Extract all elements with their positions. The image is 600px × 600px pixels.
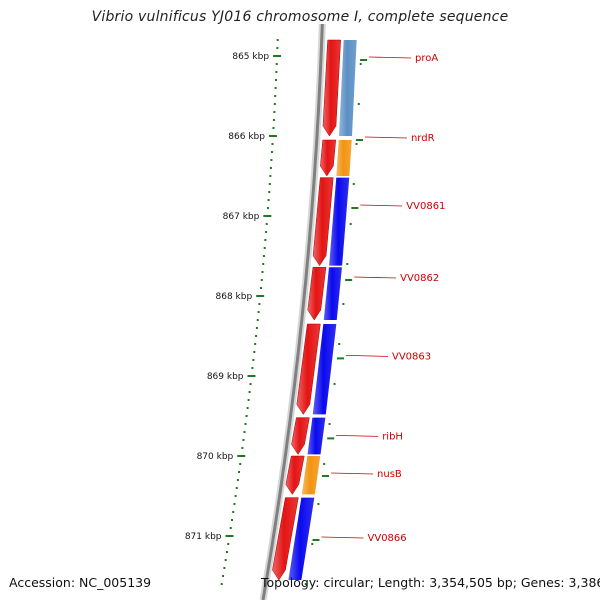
backbone-line <box>261 23 324 600</box>
tick-label: 866 kbp <box>228 132 265 142</box>
gene-label-ribh[interactable]: ribH <box>382 431 403 442</box>
forward-arrow <box>320 139 337 177</box>
forward-strand <box>272 39 341 581</box>
label-leader <box>331 472 374 475</box>
gene-vv0866[interactable] <box>288 497 315 580</box>
tick-label: 868 kbp <box>216 292 253 302</box>
gene-label-vv0866[interactable]: VV0866 <box>368 533 407 544</box>
forward-arrow <box>312 177 334 267</box>
gene-features <box>288 40 368 585</box>
tick-label: 867 kbp <box>223 212 260 222</box>
forward-arrow <box>291 417 310 455</box>
tick-label: 865 kbp <box>232 52 269 62</box>
forward-arrow <box>322 39 341 137</box>
gene-label-proa[interactable]: proA <box>415 53 438 64</box>
tick-label: 870 kbp <box>197 452 234 462</box>
label-leader <box>345 355 389 357</box>
topology-text: Topology: circular; Length: 3,354,505 bp… <box>261 575 600 590</box>
forward-arrow <box>307 266 327 321</box>
label-leader <box>369 56 412 59</box>
label-leader <box>321 536 364 539</box>
label-leader <box>336 435 379 437</box>
accession-text: Accession: NC_005139 <box>9 575 152 590</box>
gene-label-nusb[interactable]: nusB <box>377 469 402 480</box>
gene-labels: proA nrdR VV0861 VV0862 VV0863 ribH nusB VV0866 <box>321 53 445 544</box>
gene-label-vv0861[interactable]: VV0861 <box>406 201 445 212</box>
gene-label-nrdr[interactable]: nrdR <box>411 133 435 144</box>
forward-arrow <box>272 497 299 581</box>
label-leader <box>360 204 403 207</box>
gene-nusb[interactable] <box>301 456 321 495</box>
tick-label: 871 kbp <box>185 532 222 542</box>
tick-label: 869 kbp <box>207 372 244 382</box>
forward-arrow <box>285 455 305 495</box>
gene-label-vv0862[interactable]: VV0862 <box>400 273 439 284</box>
label-leader <box>354 276 397 279</box>
gene-nrdr[interactable] <box>336 140 352 176</box>
gene-proa[interactable] <box>338 40 357 136</box>
scale-ticks: 865 kbp 866 kbp 867 kbp 868 kbp 869 kbp 870 k… <box>185 39 282 585</box>
forward-arrow <box>296 323 321 415</box>
label-leader <box>364 136 407 139</box>
backbone <box>259 23 326 600</box>
gene-label-vv0863[interactable]: VV0863 <box>392 351 431 362</box>
gene-vv0862[interactable] <box>323 267 342 320</box>
gene-ribh[interactable] <box>307 417 326 455</box>
gene-vv0861[interactable] <box>329 177 350 266</box>
gene-vv0863[interactable] <box>312 324 337 415</box>
map-title: Vibrio vulnificus YJ016 chromosome I, co… <box>91 9 509 25</box>
